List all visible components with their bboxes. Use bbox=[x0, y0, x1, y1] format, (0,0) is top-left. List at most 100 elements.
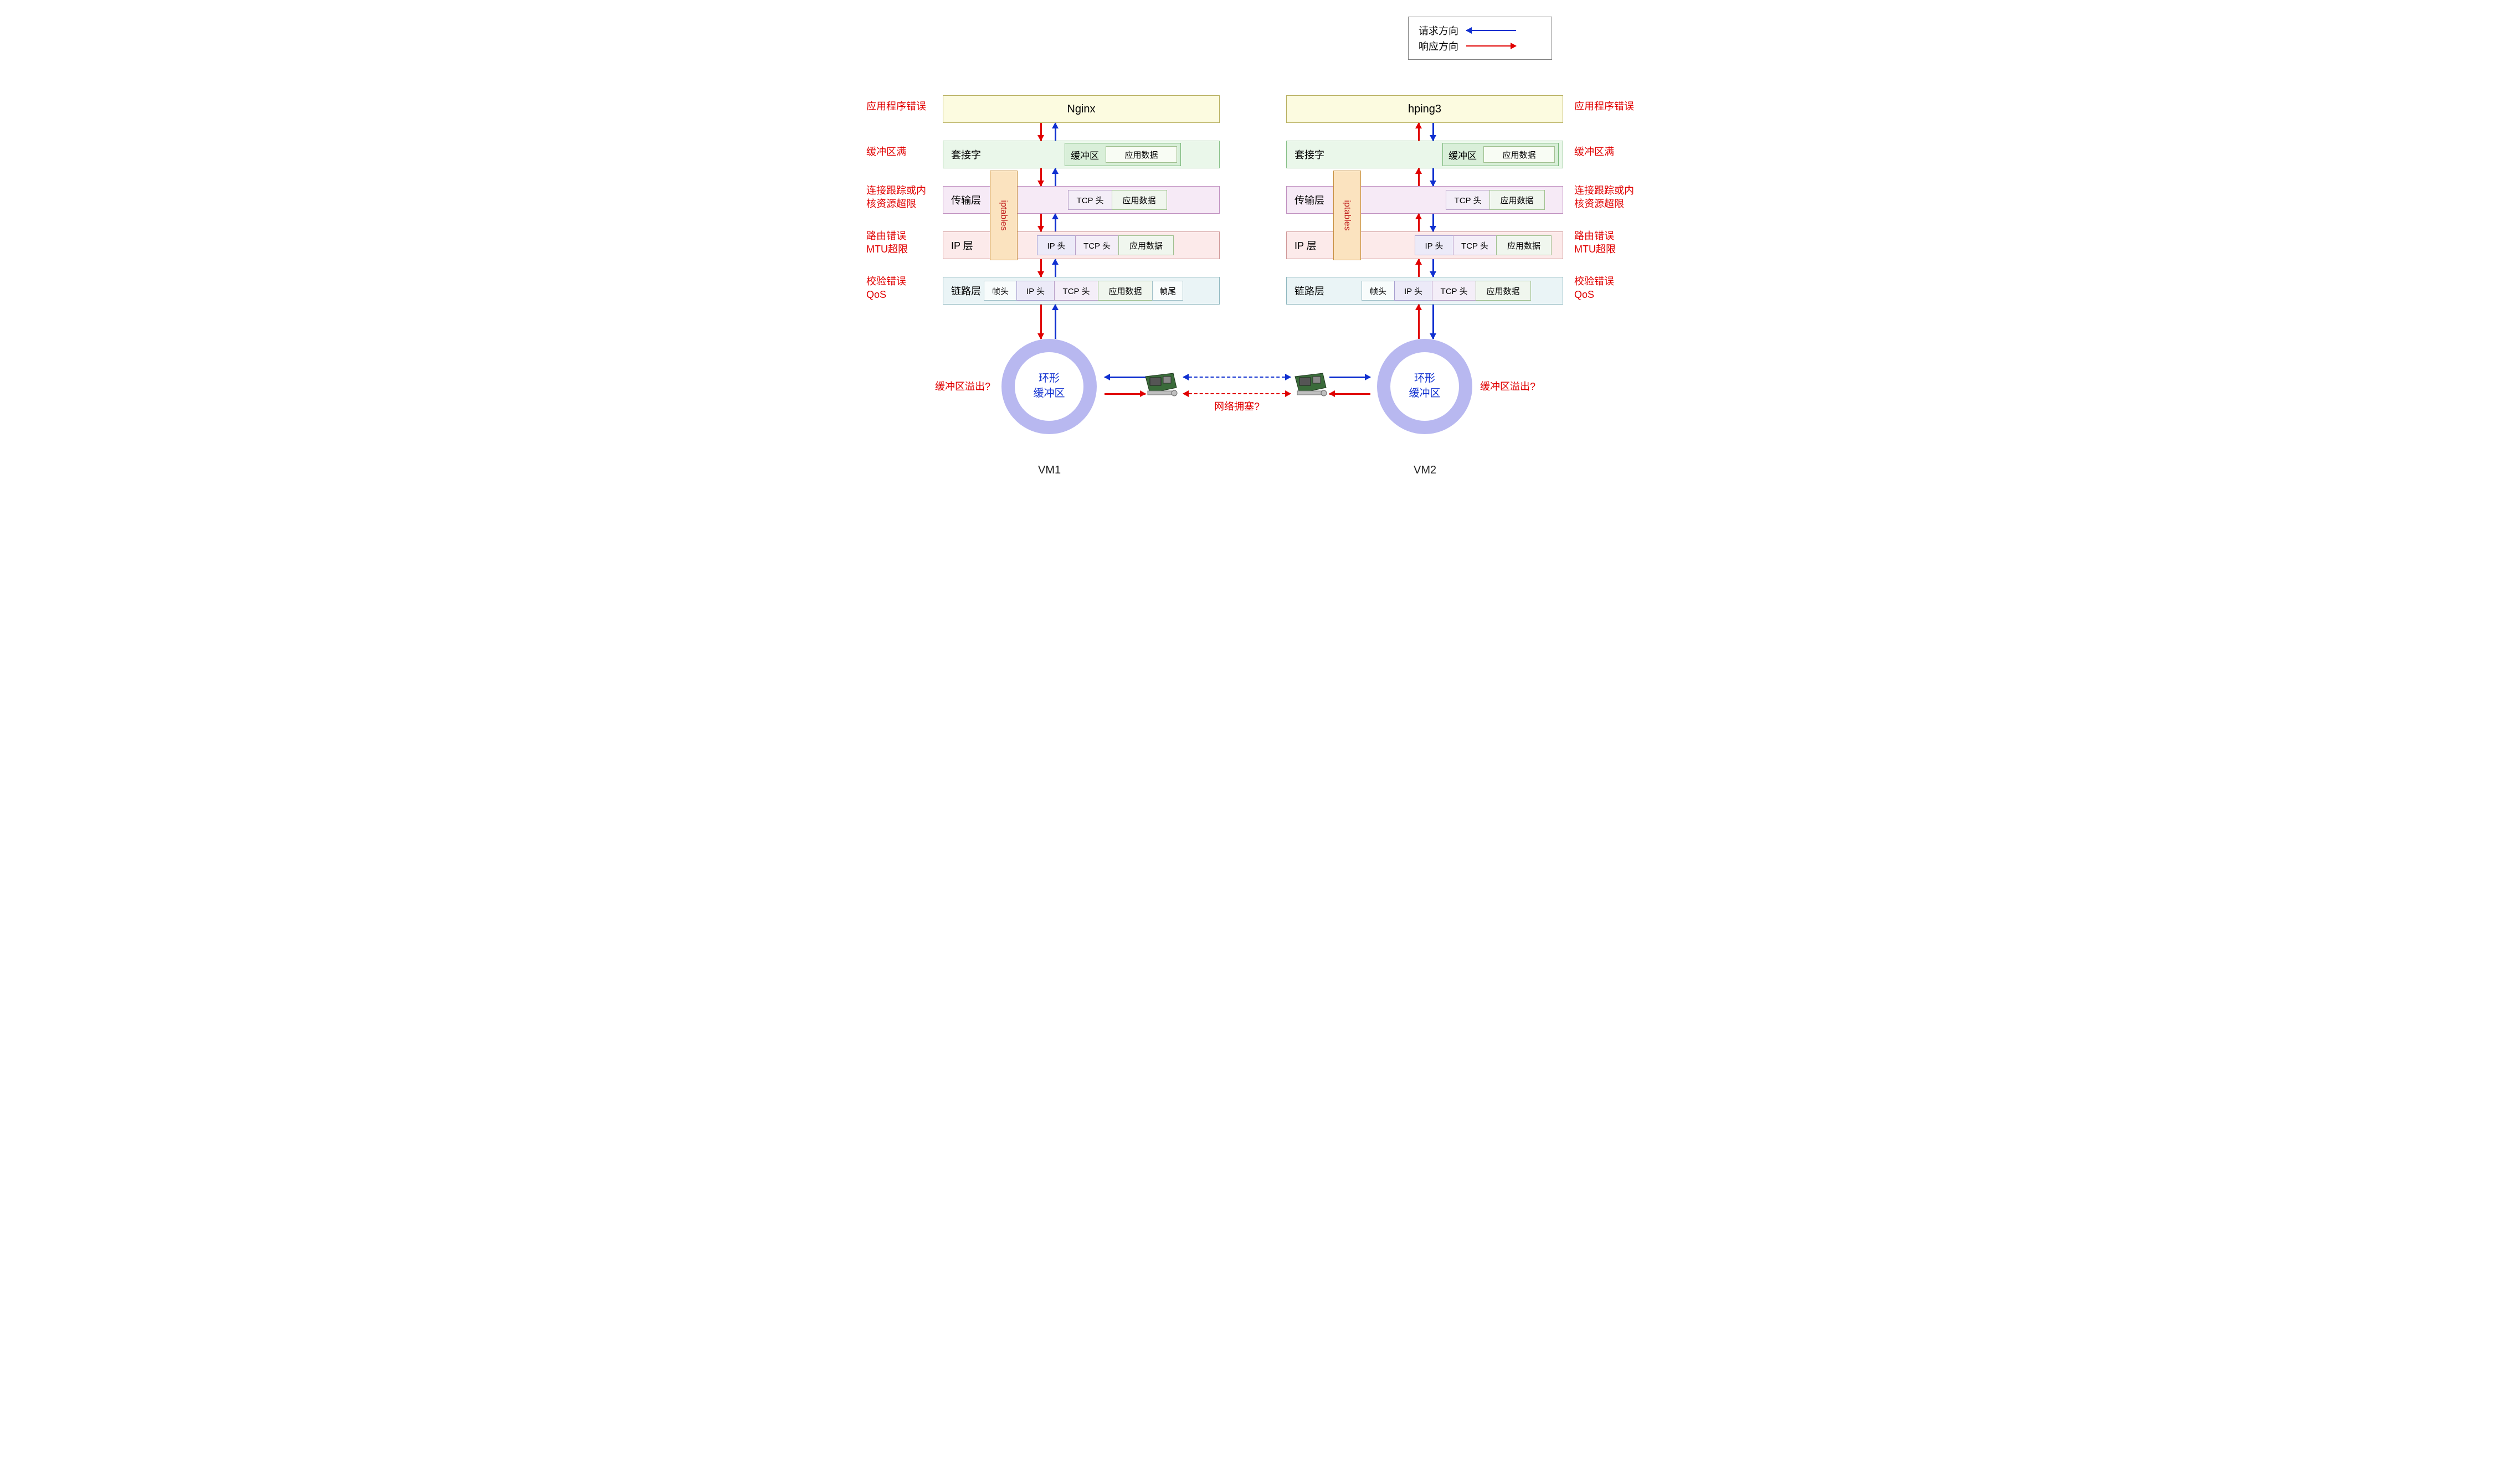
center-dash-red-head-r bbox=[1285, 390, 1291, 397]
vm2-varrow-red-3-head bbox=[1415, 259, 1422, 265]
vm2-socket-label: 套接字 bbox=[1287, 147, 1324, 162]
vm1-layer-app: Nginx bbox=[943, 95, 1220, 123]
center-dash-blue-head-l bbox=[1183, 374, 1189, 380]
vm2-trans-label: 传输层 bbox=[1287, 193, 1324, 207]
vm1-vm-label: VM1 bbox=[1038, 464, 1061, 477]
error-label-left-4: 校验错误QoS bbox=[866, 275, 906, 302]
vm2-varrow-blue-2 bbox=[1432, 214, 1434, 231]
vm2-ring-buffer: 环形缓冲区 bbox=[1377, 339, 1472, 434]
legend: 请求方向响应方向 bbox=[1408, 17, 1552, 60]
congestion-label: 网络拥塞? bbox=[1214, 400, 1260, 413]
vm1-varrow-blue-4-head bbox=[1052, 304, 1059, 310]
error-label-left-0: 应用程序错误 bbox=[866, 100, 926, 113]
vm1-h-red-head bbox=[1140, 390, 1146, 397]
vm2-link-segments: 帧头IP 头TCP 头应用数据 bbox=[1362, 281, 1531, 301]
vm2-varrow-blue-3 bbox=[1432, 259, 1434, 277]
vm2-varrow-red-3 bbox=[1418, 259, 1420, 277]
vm1-trans-seg-0: TCP 头 bbox=[1068, 190, 1112, 210]
vm1-ring-overflow-label: 缓冲区溢出? bbox=[935, 380, 990, 393]
vm1-link-seg-1: IP 头 bbox=[1016, 281, 1055, 301]
legend-row-1: 响应方向 bbox=[1419, 38, 1542, 54]
error-label-right-0: 应用程序错误 bbox=[1574, 100, 1634, 113]
vm2-link-seg-1: IP 头 bbox=[1394, 281, 1433, 301]
vm1-varrow-blue-0 bbox=[1055, 123, 1056, 141]
vm2-socket-buffer: 缓冲区应用数据 bbox=[1442, 143, 1559, 166]
legend-row-0: 请求方向 bbox=[1419, 23, 1542, 38]
vm1-ip-label: IP 层 bbox=[943, 238, 973, 253]
legend-label: 请求方向 bbox=[1419, 23, 1458, 38]
vm2-varrow-blue-4 bbox=[1432, 305, 1434, 339]
vm2-h-red bbox=[1329, 393, 1370, 395]
vm1-varrow-red-1-head bbox=[1037, 181, 1044, 187]
error-label-left-1: 缓冲区满 bbox=[866, 145, 906, 158]
vm2-varrow-blue-2-head bbox=[1430, 226, 1436, 232]
vm2-varrow-red-0-head bbox=[1415, 122, 1422, 128]
center-dash-blue-head-r bbox=[1285, 374, 1291, 380]
vm1-link-seg-2: TCP 头 bbox=[1054, 281, 1098, 301]
vm1-nic-icon bbox=[1142, 371, 1181, 399]
vm2-link-seg-2: TCP 头 bbox=[1432, 281, 1476, 301]
vm1-trans-seg-1: 应用数据 bbox=[1112, 190, 1167, 210]
vm1-link-seg-3: 应用数据 bbox=[1098, 281, 1153, 301]
center-dash-blue bbox=[1183, 377, 1291, 378]
vm2-trans-segments: TCP 头应用数据 bbox=[1446, 190, 1545, 210]
vm2-nic-icon bbox=[1292, 371, 1331, 399]
vm2-varrow-red-1-head bbox=[1415, 168, 1422, 174]
vm2-varrow-red-1 bbox=[1418, 168, 1420, 186]
vm1-iptables: iptables bbox=[990, 171, 1018, 260]
vm2-varrow-blue-4-head bbox=[1430, 333, 1436, 339]
vm2-h-blue bbox=[1329, 377, 1370, 378]
vm2-ip-label: IP 层 bbox=[1287, 238, 1317, 253]
vm1-varrow-red-3 bbox=[1040, 259, 1042, 277]
vm2-iptables-label: iptables bbox=[1342, 200, 1352, 230]
center-dash-red bbox=[1183, 393, 1291, 394]
vm1-varrow-red-1 bbox=[1040, 168, 1042, 186]
vm2-ip-seg-1: TCP 头 bbox=[1453, 235, 1497, 255]
vm2-trans-seg-1: 应用数据 bbox=[1489, 190, 1545, 210]
vm1-varrow-blue-1 bbox=[1055, 168, 1056, 186]
center-dash-red-head-l bbox=[1183, 390, 1189, 397]
error-label-right-2: 连接跟踪或内核资源超限 bbox=[1574, 184, 1634, 211]
legend-label: 响应方向 bbox=[1419, 39, 1458, 53]
vm1-varrow-red-0 bbox=[1040, 123, 1042, 141]
vm2-vm-label: VM2 bbox=[1414, 464, 1436, 477]
vm1-link-label: 链路层 bbox=[943, 284, 981, 298]
vm2-socket-buffer-seg: 应用数据 bbox=[1483, 146, 1555, 163]
vm2-ring-overflow-label: 缓冲区溢出? bbox=[1480, 380, 1535, 393]
vm2-varrow-blue-1-head bbox=[1430, 181, 1436, 187]
error-label-right-1: 缓冲区满 bbox=[1574, 145, 1614, 158]
error-label-left-2: 连接跟踪或内核资源超限 bbox=[866, 184, 926, 211]
vm1-link-segments: 帧头IP 头TCP 头应用数据帧尾 bbox=[984, 281, 1183, 301]
vm1-ip-segments: IP 头TCP 头应用数据 bbox=[1037, 235, 1174, 255]
vm2-varrow-blue-0-head bbox=[1430, 135, 1436, 141]
vm1-varrow-red-4-head bbox=[1037, 333, 1044, 339]
vm1-varrow-blue-2 bbox=[1055, 214, 1056, 231]
vm1-link-seg-4: 帧尾 bbox=[1152, 281, 1183, 301]
vm1-varrow-blue-3 bbox=[1055, 259, 1056, 277]
vm2-varrow-red-0 bbox=[1418, 123, 1420, 141]
vm1-socket-buffer-label: 缓冲区 bbox=[1071, 148, 1099, 162]
legend-arrow bbox=[1466, 45, 1516, 47]
vm1-varrow-red-4 bbox=[1040, 305, 1042, 339]
vm1-link-seg-0: 帧头 bbox=[984, 281, 1017, 301]
vm1-varrow-red-2 bbox=[1040, 214, 1042, 231]
vm2-layer-app: hping3 bbox=[1286, 95, 1563, 123]
vm1-iptables-label: iptables bbox=[999, 200, 1009, 230]
vm1-trans-segments: TCP 头应用数据 bbox=[1068, 190, 1167, 210]
vm2-trans-seg-0: TCP 头 bbox=[1446, 190, 1490, 210]
vm1-socket-buffer: 缓冲区应用数据 bbox=[1065, 143, 1181, 166]
vm2-varrow-red-2 bbox=[1418, 214, 1420, 231]
error-label-right-4: 校验错误QoS bbox=[1574, 275, 1614, 302]
vm2-h-red-head bbox=[1329, 390, 1335, 397]
legend-arrow bbox=[1466, 30, 1516, 31]
vm1-ip-seg-1: TCP 头 bbox=[1075, 235, 1119, 255]
vm2-varrow-red-2-head bbox=[1415, 213, 1422, 219]
vm1-h-blue bbox=[1105, 377, 1146, 378]
vm1-ip-seg-2: 应用数据 bbox=[1118, 235, 1174, 255]
vm2-ip-seg-2: 应用数据 bbox=[1496, 235, 1552, 255]
vm1-varrow-blue-1-head bbox=[1052, 168, 1059, 174]
vm2-varrow-blue-1 bbox=[1432, 168, 1434, 186]
vm1-varrow-red-2-head bbox=[1037, 226, 1044, 232]
vm1-varrow-red-3-head bbox=[1037, 271, 1044, 277]
vm2-varrow-red-4-head bbox=[1415, 304, 1422, 310]
